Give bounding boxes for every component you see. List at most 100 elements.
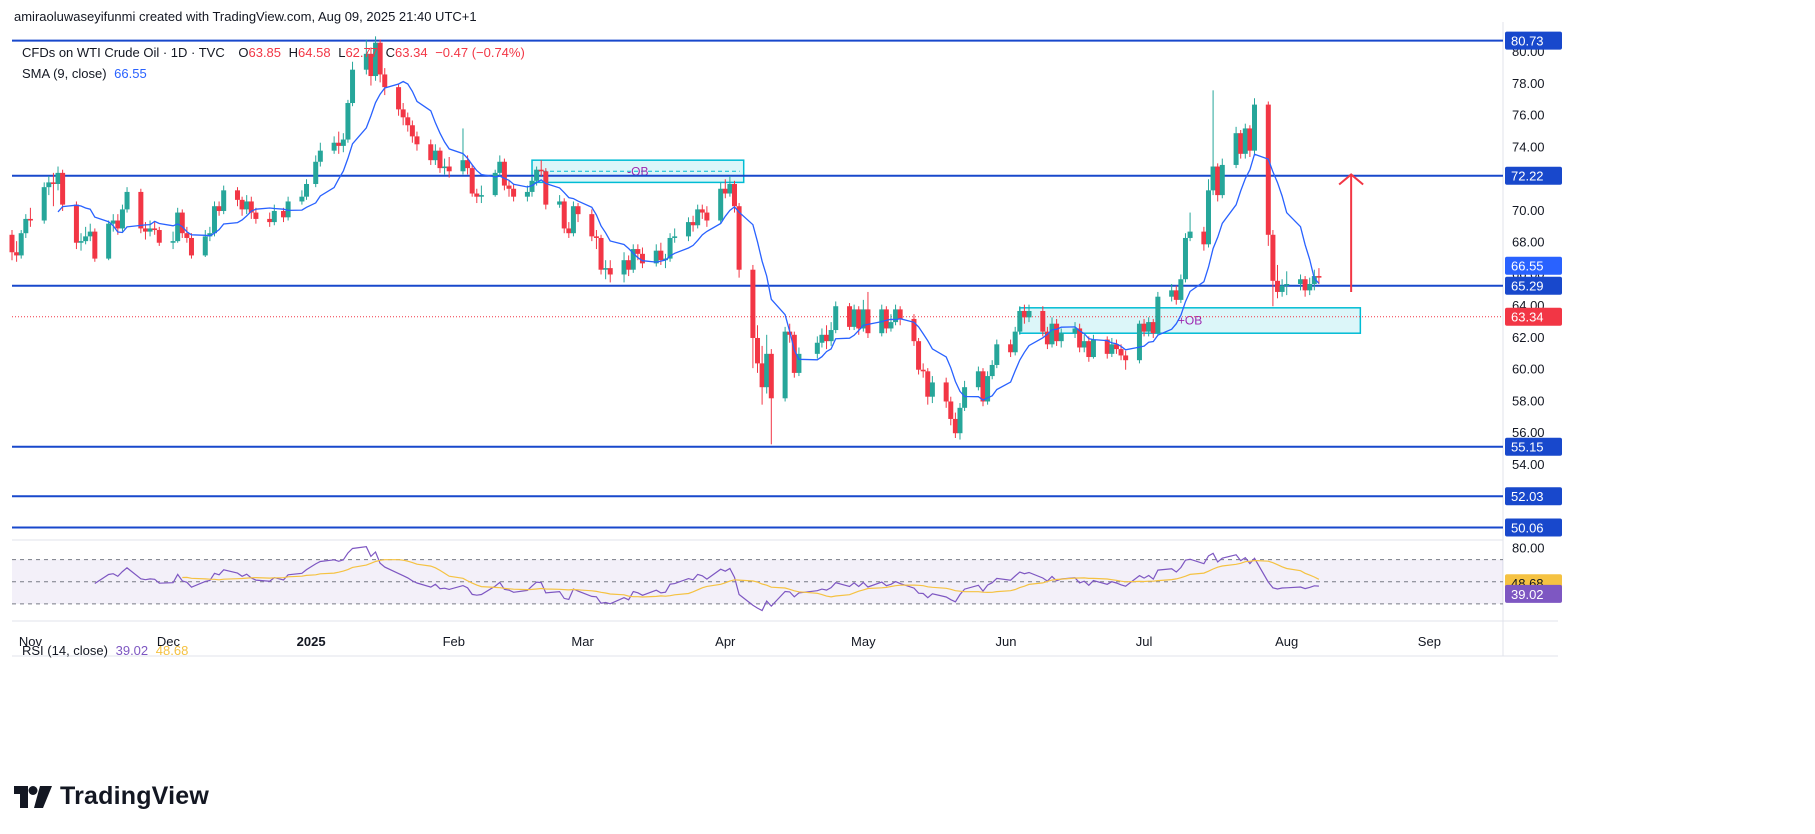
candle-body (1044, 331, 1050, 345)
candle-body (653, 250, 659, 264)
candle-body (893, 309, 899, 323)
candle-body (699, 209, 705, 213)
candle-body (1252, 104, 1257, 151)
candle-body (188, 237, 194, 256)
candle-body (1178, 279, 1184, 300)
candle-body (672, 236, 678, 238)
candle-body (50, 182, 56, 184)
candle-body (736, 206, 742, 270)
tradingview-logo[interactable]: TradingView (14, 782, 209, 811)
close-label: C (385, 45, 396, 60)
candle-body (409, 125, 415, 137)
y-tick-label: 56.00 (1512, 425, 1545, 440)
candle-body (147, 228, 153, 232)
candle-body (281, 210, 287, 218)
candle-body (731, 183, 737, 207)
candle-body (1054, 323, 1060, 342)
x-tick-label: Apr (715, 634, 736, 649)
candle-body (524, 191, 530, 197)
candle-body (1086, 341, 1092, 358)
candle-body (1247, 128, 1253, 151)
candle-body (1021, 310, 1027, 318)
candle-body (442, 166, 448, 169)
candle-body (603, 268, 609, 270)
candle-body (1219, 164, 1225, 196)
candle-body (1155, 296, 1161, 334)
x-tick-label: Jun (996, 634, 1017, 649)
candle-body (1265, 104, 1271, 235)
candle-body (1238, 133, 1244, 154)
rsi-ma-value: 48.68 (155, 643, 189, 658)
x-tick-label: May (851, 634, 876, 649)
candle-body (630, 249, 636, 270)
candle-body (506, 185, 512, 189)
y-tick-label: 68.00 (1512, 235, 1545, 250)
candle-body (437, 150, 443, 169)
candle-body (929, 382, 935, 397)
candle-body (336, 142, 342, 146)
candle-body (46, 182, 52, 188)
candle-body (920, 369, 926, 372)
level-price-badge (1505, 31, 1562, 50)
chart-attribution: amiraoluwaseyifunmi created with Trading… (14, 9, 477, 24)
candle-body (755, 337, 760, 364)
candle-body (497, 161, 503, 173)
candle-body (345, 103, 351, 140)
candle-body (207, 233, 213, 237)
candle-body (1242, 128, 1248, 154)
candle-body (639, 253, 645, 264)
candle-body (244, 201, 250, 210)
candle-body (833, 306, 839, 331)
candle-body (428, 144, 434, 161)
candle-body (851, 309, 857, 327)
level-price-badge-text: 80.73 (1511, 34, 1544, 49)
candle-body (175, 212, 181, 242)
candle-body (382, 74, 388, 88)
candle-body (350, 69, 356, 104)
candle-body (782, 331, 788, 399)
candle-body (474, 193, 480, 197)
x-tick-label: Feb (443, 634, 465, 649)
candle-body (621, 260, 627, 275)
candle-body (1072, 328, 1078, 334)
candle-body (14, 252, 20, 256)
tradingview-logo-icon (14, 785, 52, 808)
candle-body (589, 214, 595, 237)
candle-body (1233, 133, 1239, 165)
candle-body (1008, 344, 1014, 353)
candle-body (690, 222, 696, 226)
candle-body (718, 188, 724, 221)
candle-body (465, 160, 471, 169)
candle-body (897, 309, 903, 319)
candle-body (962, 387, 968, 408)
candle-body (957, 407, 963, 434)
y-tick-label: 62.00 (1512, 330, 1545, 345)
candle-body (1173, 290, 1179, 300)
candle-body (110, 220, 116, 224)
candle-body (299, 196, 305, 202)
candle-body (1081, 341, 1087, 348)
candle-body (865, 309, 871, 334)
candle-body (635, 249, 641, 254)
candle-body (138, 191, 144, 229)
sma-price-badge-text: 66.55 (1511, 259, 1544, 274)
candle-body (847, 306, 853, 327)
candle-body (943, 382, 949, 402)
change-value: −0.47 (−0.74%) (435, 45, 525, 60)
candle-body (492, 172, 498, 196)
candle-body (1187, 231, 1193, 238)
candle-body (1113, 344, 1119, 350)
candle-body (239, 199, 245, 210)
candle-body (87, 231, 93, 237)
low-value: 62.77 (345, 45, 378, 60)
candle-body (179, 212, 185, 234)
level-price-badge (1505, 437, 1562, 456)
candle-body (73, 204, 79, 243)
candle-body (469, 168, 475, 194)
candle-body (363, 53, 369, 70)
candle-body (9, 234, 15, 253)
candle-body (796, 353, 802, 373)
candle-body (396, 87, 402, 110)
candle-body (115, 220, 121, 229)
